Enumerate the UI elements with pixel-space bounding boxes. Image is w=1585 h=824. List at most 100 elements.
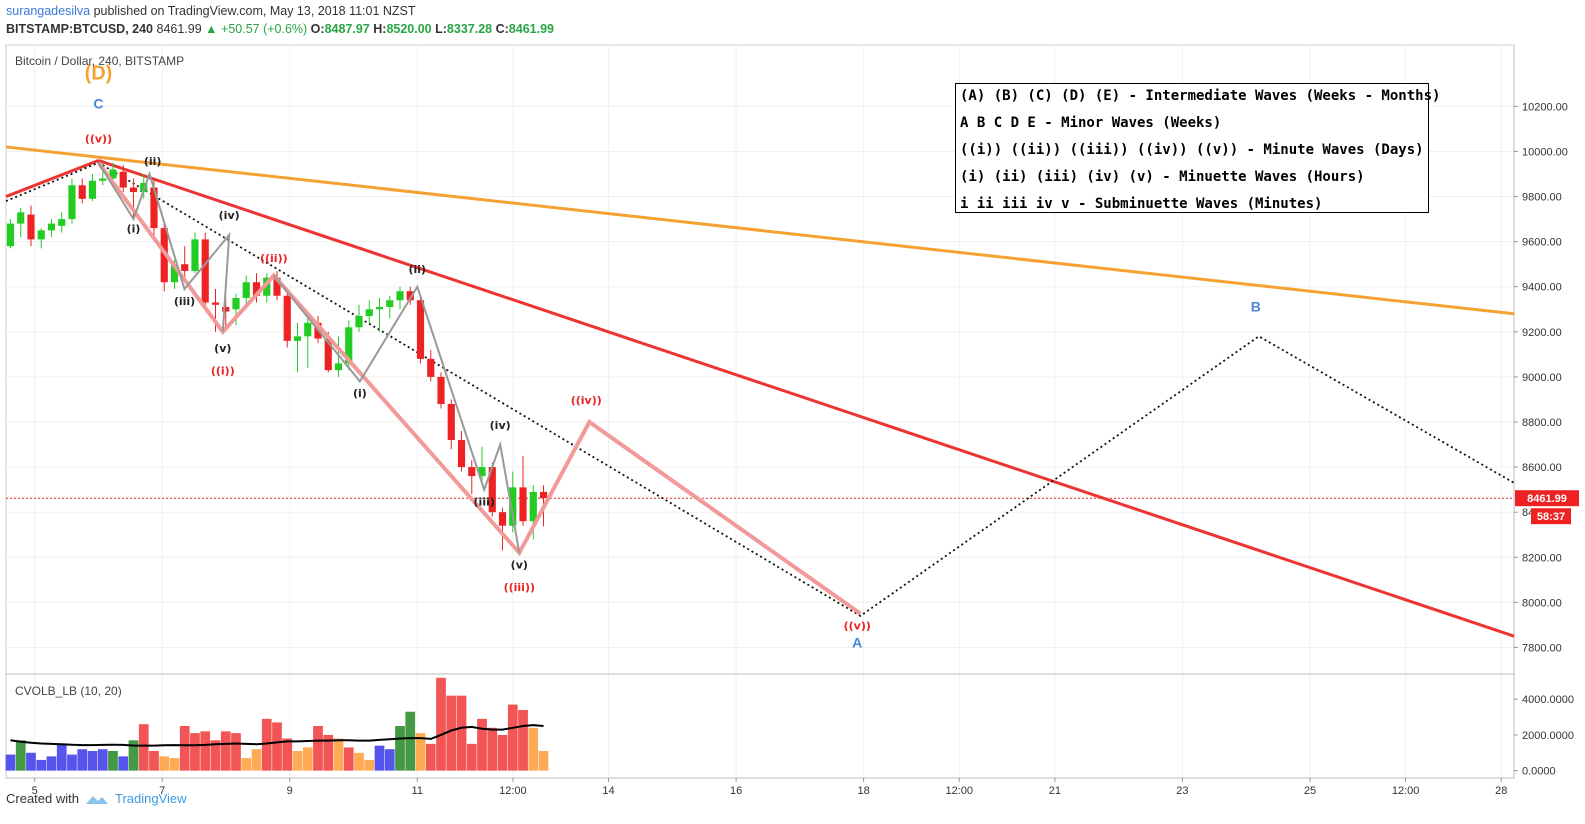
candle-body	[427, 358, 435, 377]
tradingview-brand-link[interactable]: TradingView	[114, 791, 187, 806]
red-trend-line	[5, 159, 100, 198]
x-tick-label: 25	[1304, 785, 1316, 797]
countdown-tag-text: 58:37	[1537, 511, 1565, 523]
legend-line-4: (i) (ii) (iii) (iv) (v) - Minuette Waves…	[960, 169, 1365, 185]
wave-labels: (D) C ((v)) (ii) (i) (iii) (iv) ((ii)) (v) ((i)) (…	[85, 62, 1261, 650]
wave-label: (i)	[127, 223, 141, 236]
created-with-text: Created with	[6, 791, 79, 806]
volume-bar	[261, 718, 272, 771]
candle-body	[406, 291, 414, 301]
candle-body	[375, 307, 384, 310]
symbol-name: BITSTAMP:BTCUSD, 240	[6, 22, 154, 36]
volume-bar	[538, 751, 549, 771]
candle-body	[529, 491, 537, 522]
x-tick-label: 14	[602, 785, 614, 797]
candle-body	[129, 187, 138, 193]
volume-bar	[220, 731, 231, 771]
last-price: 8461.99	[156, 22, 202, 36]
time-axis: 5 7 9 11 12:00 14 16 18 12:00 21 23 25 12:00 28	[32, 778, 1507, 797]
candle-body	[396, 291, 404, 301]
x-tick-label: 12:00	[1392, 785, 1420, 797]
x-tick-label: 12:00	[499, 785, 527, 797]
low-value: 8337.28	[446, 22, 493, 36]
y-tick-label: 10000.00	[1522, 146, 1568, 158]
wave-label: A	[852, 634, 862, 650]
candle-body	[78, 185, 86, 199]
candle-body	[263, 277, 271, 296]
volume-bar	[138, 724, 149, 771]
wave-label: (v)	[214, 342, 231, 355]
volume-bar	[169, 758, 180, 771]
wave-lines	[96, 161, 862, 616]
volume-bar	[231, 733, 241, 771]
candle-body	[150, 187, 158, 229]
candle-body	[181, 264, 189, 271]
volume-bar	[497, 734, 508, 771]
wave-label: (v)	[511, 559, 528, 572]
candle-body	[119, 171, 127, 188]
candle-body	[447, 403, 455, 441]
volume-bar	[436, 677, 446, 771]
volume-bar	[190, 733, 200, 771]
wave-label: (iv)	[219, 209, 240, 222]
volume-bar	[384, 749, 395, 771]
volume-bar	[46, 756, 57, 771]
volume-bar	[333, 738, 344, 771]
volume-bar	[456, 695, 467, 771]
volume-ma-line	[10, 724, 544, 747]
candle-body	[437, 376, 445, 404]
high-value: 8520.00	[386, 22, 432, 36]
x-tick-label: 28	[1495, 785, 1507, 797]
candle-body	[6, 223, 15, 247]
candle-body	[345, 327, 353, 364]
wave-label: ((v))	[844, 619, 871, 632]
footer: Created with TradingView	[6, 791, 187, 806]
wave-legend-box: (A) (B) (C) (D) (E) - Intermediate Waves…	[955, 83, 1440, 213]
volume-axis: 0.0000 2000.0000 4000.0000	[1514, 694, 1574, 778]
candle-body	[109, 169, 117, 179]
candle-body	[334, 363, 343, 371]
author-link[interactable]: surangadesilva	[6, 4, 91, 18]
candle-body	[386, 300, 394, 308]
candle-body	[211, 302, 220, 305]
candle-body	[519, 487, 527, 522]
x-tick-label: 11	[412, 785, 423, 797]
volume-bar	[118, 756, 129, 771]
volume-bar	[5, 754, 16, 771]
volume-bar	[36, 759, 47, 771]
volume-bar	[56, 743, 67, 771]
volume-bar	[200, 731, 211, 771]
volume-bar	[179, 726, 190, 771]
candle-body	[17, 212, 25, 224]
volume-pane	[5, 677, 549, 771]
candle-body	[232, 298, 240, 310]
volume-bar	[15, 740, 26, 771]
volume-bar	[26, 752, 36, 771]
legend-line-5: i ii iii iv v - Subminuette Waves (Minut…	[960, 196, 1323, 212]
candle-body	[416, 300, 425, 359]
candle-body	[355, 316, 363, 328]
countdown-tag: 58:37	[1531, 508, 1571, 525]
y-tick-label: 9400.00	[1522, 282, 1562, 294]
price-tag-text: 8461.99	[1527, 493, 1567, 505]
publish-info: published on TradingView.com, May 13, 20…	[93, 4, 416, 18]
candle-body	[498, 512, 507, 526]
volume-bar	[446, 695, 457, 771]
volume-bar	[354, 752, 364, 771]
volume-bar	[425, 743, 436, 771]
candle-body	[201, 239, 209, 303]
x-tick-label: 18	[857, 785, 869, 797]
wave-label: (iii)	[174, 295, 195, 308]
x-tick-label: 21	[1049, 785, 1061, 797]
wave-label: (iv)	[490, 419, 511, 432]
legend-line-2: A B C D E - Minor Waves (Weeks)	[960, 115, 1222, 131]
trend-lines	[5, 145, 1515, 638]
price-axis: 7800.008000.008200.008400.008600.008800.…	[1514, 101, 1568, 654]
candle-body	[478, 467, 486, 477]
volume-bar	[415, 733, 426, 771]
high-label: H:	[373, 22, 387, 36]
y-tick-label: 8600.00	[1522, 462, 1562, 474]
open-label: O:	[310, 22, 325, 36]
volume-bar	[251, 749, 262, 771]
